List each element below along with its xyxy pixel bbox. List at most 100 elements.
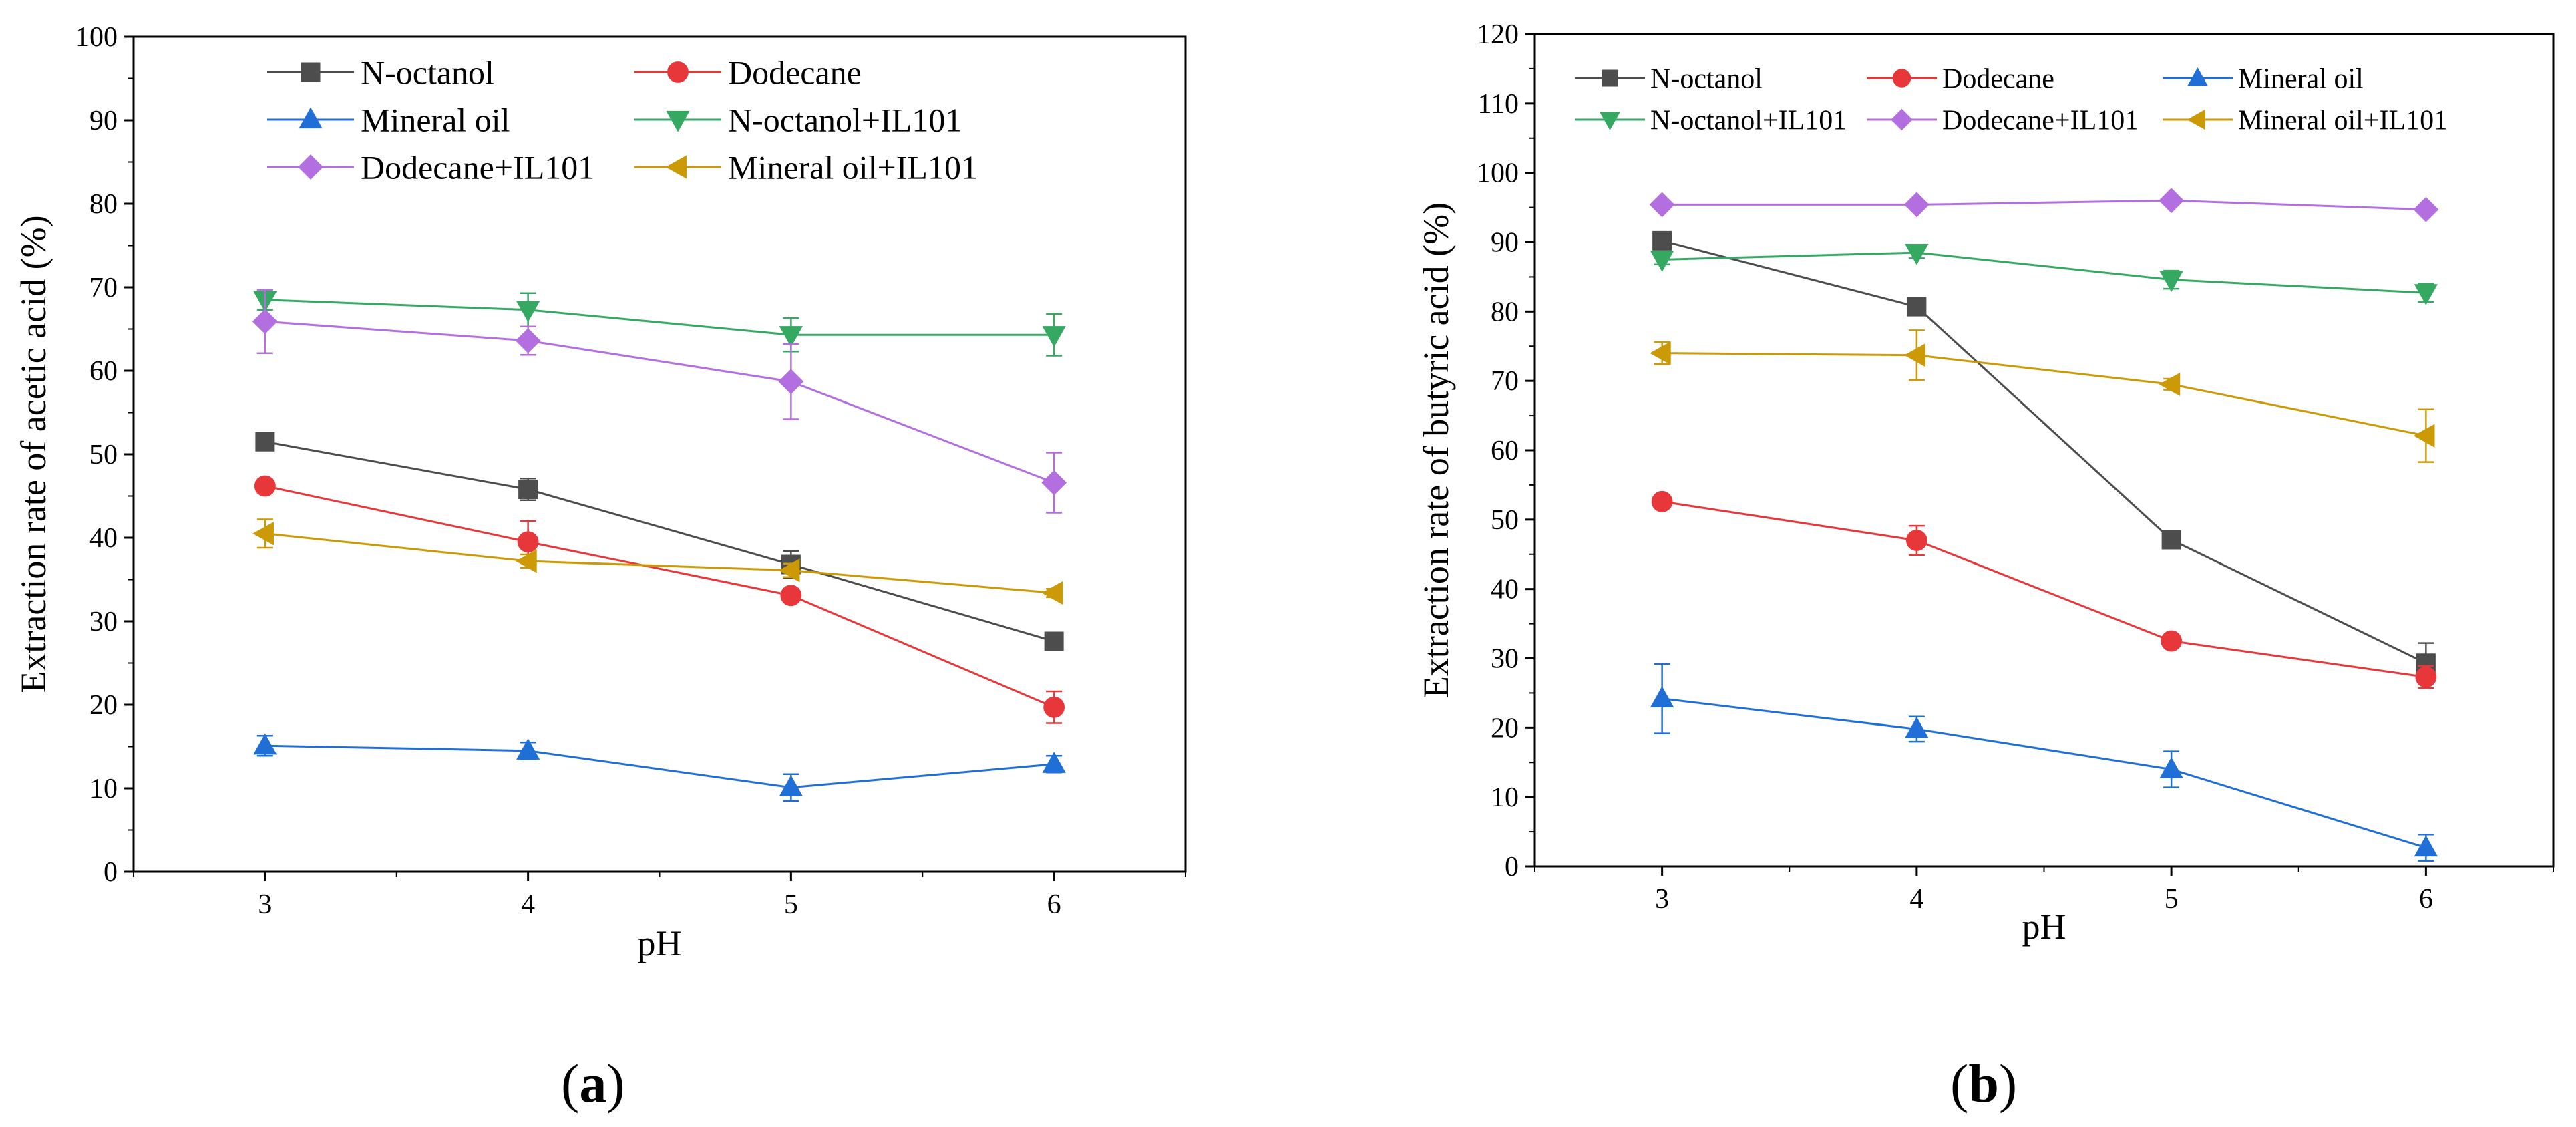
y-tick-label: 120 bbox=[1477, 19, 1519, 50]
data-point bbox=[1903, 192, 1929, 218]
data-point bbox=[255, 432, 275, 452]
panel-b-plot-frame bbox=[1533, 33, 2555, 868]
data-point bbox=[516, 301, 540, 323]
y-tick-label: 60 bbox=[1491, 436, 1519, 466]
data-point bbox=[1041, 470, 1067, 496]
y-tick-label: 30 bbox=[1491, 644, 1519, 675]
y-tick-label: 80 bbox=[89, 189, 118, 220]
x-tick-label: 6 bbox=[1047, 889, 1061, 920]
legend-marker bbox=[2187, 67, 2208, 86]
legend-marker bbox=[1600, 112, 1620, 131]
data-point bbox=[515, 328, 541, 353]
y-tick-label: 20 bbox=[1491, 713, 1519, 744]
legend-marker bbox=[298, 154, 323, 180]
y-tick-label: 100 bbox=[1477, 158, 1519, 189]
y-tick-label: 0 bbox=[1505, 852, 1519, 882]
legend-label: Mineral oil+IL101 bbox=[728, 149, 978, 186]
y-tick-label: 10 bbox=[1491, 782, 1519, 813]
legend-marker bbox=[667, 61, 689, 83]
y-tick-label: 100 bbox=[75, 22, 118, 53]
y-tick-label: 90 bbox=[89, 106, 118, 136]
series-dodecane bbox=[254, 475, 1065, 724]
series-mineral-oil bbox=[1650, 663, 2438, 862]
panel-b-series-group bbox=[1649, 188, 2439, 862]
panel-b-y-axis-title: Extraction rate of butyric acid (%) bbox=[1416, 202, 1456, 698]
y-tick-label: 70 bbox=[89, 273, 118, 303]
data-point bbox=[2159, 188, 2185, 214]
data-point bbox=[2414, 284, 2438, 305]
panel-a-y-axis-title: Extraction rate of acetic acid (%) bbox=[13, 215, 53, 693]
data-point bbox=[2413, 196, 2439, 222]
x-tick-label: 3 bbox=[258, 889, 272, 920]
legend-entry: Mineral oil bbox=[267, 102, 510, 139]
legend-marker bbox=[2187, 109, 2205, 130]
legend-label: N-octanol+IL101 bbox=[728, 102, 962, 139]
data-point bbox=[1042, 326, 1066, 347]
series-line bbox=[264, 440, 1055, 643]
data-point bbox=[1907, 297, 1927, 317]
data-point bbox=[516, 549, 537, 573]
data-point bbox=[518, 480, 538, 499]
data-point bbox=[253, 733, 277, 755]
legend-label: Dodecane+IL101 bbox=[1942, 106, 2139, 136]
data-point bbox=[779, 326, 803, 347]
series-dodecane bbox=[1651, 490, 2437, 689]
legend-label: Dodecane bbox=[1942, 64, 2054, 95]
panel-b-chart: 0 10 20 30 40 50 60 70 80 90 100 110 120 3 4 5 6 N-octan… bbox=[1416, 19, 2555, 947]
legend-entry: Mineral oil bbox=[2163, 64, 2364, 95]
series-line bbox=[264, 744, 1055, 789]
legend-label: Mineral oil+IL101 bbox=[2238, 106, 2448, 136]
legend-label: Dodecane+IL101 bbox=[361, 149, 594, 186]
x-tick-label: 6 bbox=[2419, 884, 2433, 915]
series-n-octanol bbox=[1652, 230, 2436, 685]
x-tick-label: 5 bbox=[2165, 884, 2179, 915]
panel-a-label: (a) bbox=[561, 1053, 625, 1114]
data-point bbox=[1042, 752, 1066, 773]
data-point bbox=[2161, 630, 2183, 652]
series-line bbox=[1662, 697, 2426, 849]
data-point bbox=[2415, 666, 2437, 688]
panel-a-legend: N-octanol Dodecane Mineral oil N-octanol+IL… bbox=[267, 54, 978, 186]
panel-b-legend: N-octanol Dodecane Mineral oil N-octanol+IL… bbox=[1575, 64, 2448, 136]
y-tick-label: 60 bbox=[89, 356, 118, 387]
legend-marker bbox=[665, 155, 687, 179]
y-tick-label: 40 bbox=[1491, 575, 1519, 605]
y-tick-label: 0 bbox=[104, 857, 118, 888]
legend-marker bbox=[1891, 108, 1913, 131]
data-point bbox=[2413, 424, 2435, 448]
data-point bbox=[1650, 251, 1674, 272]
legend-label: Mineral oil bbox=[361, 102, 510, 139]
data-point bbox=[1905, 243, 1929, 265]
legend-marker bbox=[1892, 69, 1911, 88]
series-line bbox=[1662, 251, 2426, 294]
legend-entry: Mineral oil+IL101 bbox=[2163, 106, 2448, 136]
data-point bbox=[1904, 343, 1925, 367]
series-n-octanol bbox=[255, 432, 1064, 651]
data-point bbox=[517, 531, 539, 553]
series-line bbox=[1662, 239, 2427, 665]
legend-entry: Mineral oil+IL101 bbox=[634, 149, 978, 186]
legend-marker bbox=[1602, 69, 1618, 87]
legend-label: Dodecane bbox=[728, 54, 862, 92]
data-point bbox=[2414, 835, 2438, 857]
data-point bbox=[778, 369, 804, 395]
y-tick-label: 50 bbox=[89, 440, 118, 470]
legend-entry: Dodecane bbox=[634, 54, 862, 92]
y-tick-label: 30 bbox=[89, 607, 118, 637]
y-tick-label: 20 bbox=[89, 690, 118, 721]
series-line bbox=[264, 532, 1055, 594]
series-line bbox=[264, 485, 1055, 709]
data-point bbox=[254, 475, 276, 497]
legend-marker bbox=[299, 107, 323, 129]
legend-label: Mineral oil bbox=[2238, 64, 2364, 95]
data-point bbox=[2159, 372, 2181, 397]
legend-entry: N-octanol bbox=[1575, 64, 1763, 95]
data-point bbox=[1652, 230, 1672, 251]
panel-a-x-axis-title: pH bbox=[638, 923, 682, 963]
legend-entry: Dodecane+IL101 bbox=[1867, 106, 2139, 136]
data-point bbox=[1905, 716, 1929, 738]
data-point bbox=[779, 775, 803, 796]
series-mineral-oil-il101 bbox=[252, 518, 1063, 605]
legend-label: N-octanol+IL101 bbox=[1650, 106, 1847, 136]
